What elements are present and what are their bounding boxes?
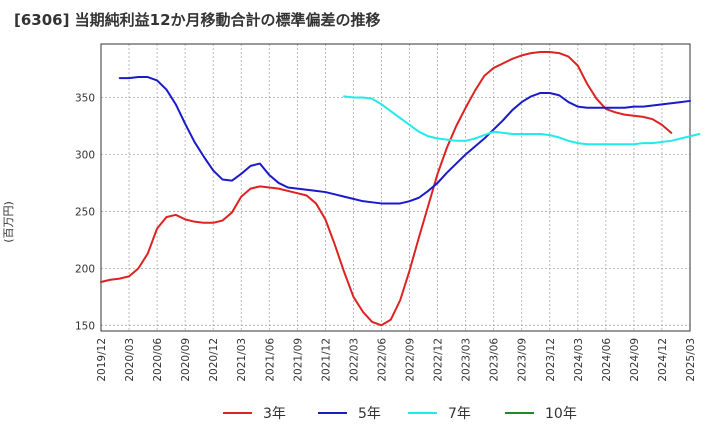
x-tick-label: 2021/09 bbox=[292, 338, 304, 382]
x-tick-label: 2022/12 bbox=[433, 338, 445, 382]
x-tick-label: 2020/09 bbox=[180, 338, 192, 382]
legend-label-7年: 7年 bbox=[448, 406, 471, 422]
y-tick-label: 350 bbox=[75, 93, 95, 105]
series-line-7年 bbox=[343, 95, 701, 146]
x-tick-label: 2019/12 bbox=[96, 338, 108, 382]
x-tick-label: 2021/12 bbox=[320, 338, 332, 382]
series-line-5年 bbox=[118, 76, 691, 205]
plot-area bbox=[101, 44, 690, 331]
series-line-3年 bbox=[100, 50, 673, 327]
x-tick-label: 2025/03 bbox=[685, 338, 697, 382]
x-tick-label: 2023/06 bbox=[489, 338, 501, 382]
x-tick-label: 2023/09 bbox=[517, 338, 529, 382]
x-tick-label: 2024/12 bbox=[657, 338, 669, 382]
y-tick-label: 150 bbox=[75, 320, 95, 332]
x-tick-label: 2023/12 bbox=[545, 338, 557, 382]
legend-label-5年: 5年 bbox=[358, 406, 381, 422]
x-tick-label: 2024/03 bbox=[573, 338, 585, 382]
x-tick-label: 2024/06 bbox=[601, 338, 613, 382]
x-tick-label: 2020/12 bbox=[208, 338, 220, 382]
legend-label-3年: 3年 bbox=[263, 406, 286, 422]
x-tick-label: 2021/03 bbox=[236, 338, 248, 382]
y-tick-label: 300 bbox=[75, 149, 95, 161]
x-tick-label: 2023/03 bbox=[461, 338, 473, 382]
x-tick-label: 2020/03 bbox=[124, 338, 136, 382]
x-tick-label: 2024/09 bbox=[629, 338, 641, 382]
y-tick-label: 250 bbox=[75, 206, 95, 218]
y-tick-label: 200 bbox=[75, 263, 95, 275]
chart-title: [6306] 当期純利益12か月移動合計の標準偏差の推移 bbox=[14, 11, 381, 29]
legend-label-10年: 10年 bbox=[545, 406, 577, 422]
x-tick-label: 2022/03 bbox=[348, 338, 360, 382]
x-tick-label: 2021/06 bbox=[264, 338, 276, 382]
x-tick-label: 2022/09 bbox=[405, 338, 417, 382]
x-tick-label: 2022/06 bbox=[376, 338, 388, 382]
plot-frame bbox=[100, 43, 691, 332]
x-tick-label: 2020/06 bbox=[152, 338, 164, 382]
